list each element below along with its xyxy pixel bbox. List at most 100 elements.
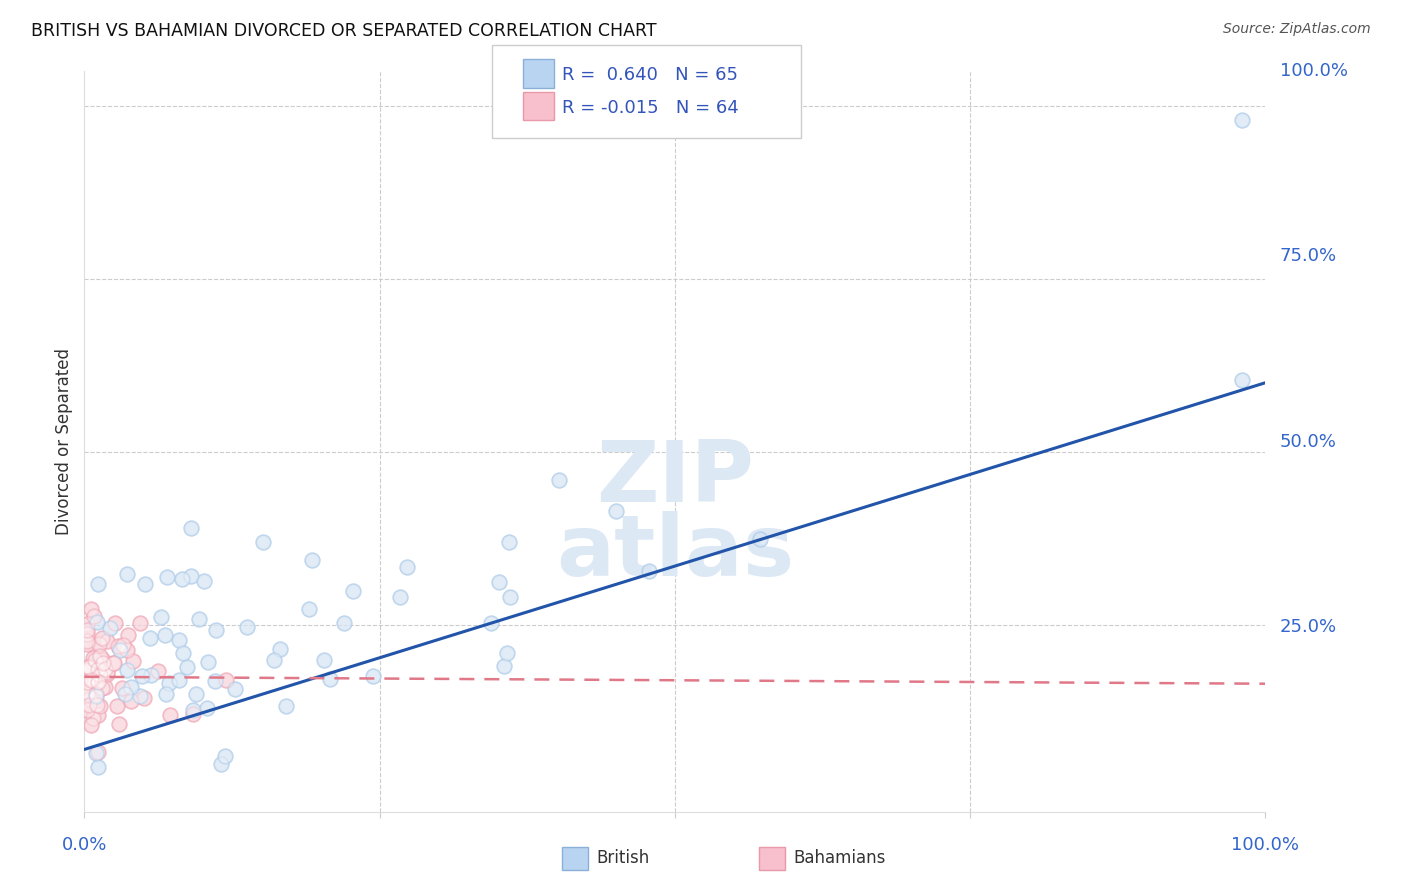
Point: [82, 650, 104, 665]
Point: [209, 757, 232, 772]
Point: [86, 577, 108, 591]
Point: [91, 657, 114, 671]
Point: [181, 703, 204, 717]
Point: [214, 748, 236, 763]
Point: [150, 610, 173, 624]
Point: [91, 653, 114, 667]
Point: [274, 699, 297, 714]
Point: [638, 564, 661, 578]
Point: [1230, 373, 1253, 387]
Point: [83, 674, 105, 689]
Point: [204, 623, 226, 637]
Point: [180, 521, 202, 535]
Point: [96, 667, 118, 681]
Point: [87, 745, 110, 759]
Text: atlas: atlas: [555, 511, 794, 594]
Point: [115, 663, 138, 677]
Point: [180, 569, 202, 583]
Point: [76, 659, 98, 673]
Point: [89, 649, 111, 664]
Point: [76, 637, 98, 651]
Point: [139, 667, 162, 681]
Point: [76, 624, 98, 638]
Point: [197, 655, 219, 669]
Point: [76, 659, 98, 673]
Y-axis label: Divorced or Separated: Divorced or Separated: [55, 348, 73, 535]
Point: [96, 634, 118, 648]
Point: [83, 653, 105, 667]
Point: [120, 680, 142, 694]
Point: [94, 662, 117, 676]
Point: [108, 642, 131, 657]
Point: [76, 703, 98, 717]
Point: [87, 745, 110, 759]
Point: [301, 553, 323, 567]
Point: [274, 699, 297, 714]
Point: [180, 521, 202, 535]
Point: [156, 570, 179, 584]
Point: [94, 680, 117, 694]
Point: [332, 615, 354, 630]
Point: [146, 664, 169, 678]
Point: [170, 572, 193, 586]
Point: [86, 746, 108, 760]
Point: [86, 746, 108, 760]
Point: [103, 656, 125, 670]
Text: ZIP: ZIP: [596, 437, 754, 520]
Point: [395, 559, 418, 574]
Point: [79, 692, 101, 706]
Text: Bahamians: Bahamians: [793, 849, 886, 867]
Text: 25.0%: 25.0%: [1279, 617, 1337, 636]
Point: [169, 673, 191, 687]
Point: [157, 676, 180, 690]
Point: [90, 681, 112, 695]
Point: [76, 687, 98, 701]
Point: [1230, 112, 1253, 127]
Text: 50.0%: 50.0%: [1279, 433, 1337, 450]
Point: [153, 628, 176, 642]
Point: [498, 535, 520, 549]
Point: [138, 631, 160, 645]
Point: [87, 637, 110, 651]
Point: [80, 717, 103, 731]
Point: [111, 681, 134, 695]
Point: [114, 687, 136, 701]
Point: [146, 664, 169, 678]
Point: [193, 574, 215, 589]
Point: [83, 609, 105, 624]
Point: [84, 687, 107, 701]
Point: [89, 698, 111, 713]
Point: [252, 535, 274, 549]
Point: [84, 690, 107, 704]
Point: [388, 591, 411, 605]
Point: [492, 659, 515, 673]
Point: [131, 669, 153, 683]
Point: [132, 690, 155, 705]
Point: [77, 698, 100, 713]
Point: [77, 660, 100, 674]
Point: [492, 659, 515, 673]
Point: [80, 602, 103, 616]
Point: [488, 574, 510, 589]
Point: [312, 653, 335, 667]
Point: [96, 634, 118, 648]
Point: [101, 656, 124, 670]
Point: [111, 638, 134, 652]
Text: 0.0%: 0.0%: [62, 836, 107, 854]
Point: [84, 687, 107, 701]
Point: [115, 642, 138, 657]
Point: [82, 710, 104, 724]
Point: [120, 680, 142, 694]
Point: [312, 653, 335, 667]
Point: [107, 639, 129, 653]
Point: [499, 590, 522, 604]
Point: [156, 570, 179, 584]
Point: [495, 647, 517, 661]
Point: [120, 694, 142, 708]
Point: [87, 760, 110, 774]
Point: [76, 624, 98, 638]
Point: [94, 680, 117, 694]
Text: BRITISH VS BAHAMIAN DIVORCED OR SEPARATED CORRELATION CHART: BRITISH VS BAHAMIAN DIVORCED OR SEPARATE…: [31, 22, 657, 40]
Point: [498, 535, 520, 549]
Point: [87, 674, 110, 689]
